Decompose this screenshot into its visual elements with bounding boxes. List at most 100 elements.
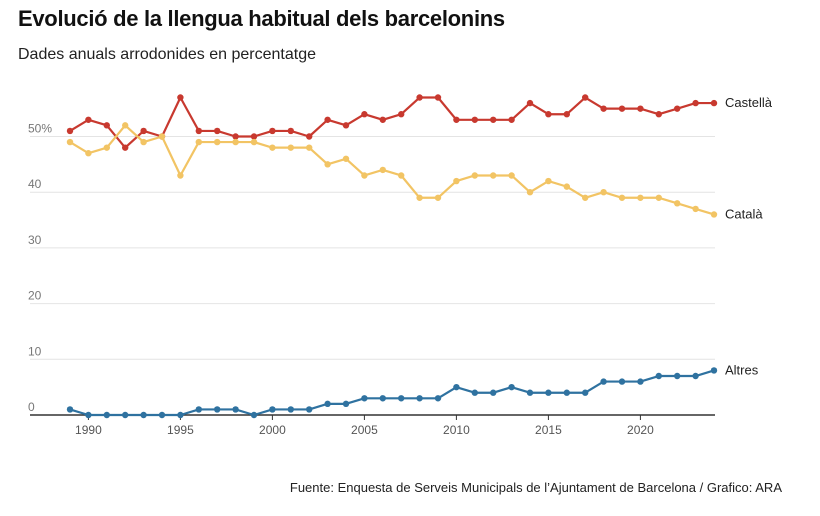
data-point: [526, 389, 534, 396]
data-point: [379, 395, 386, 402]
data-point: [508, 172, 515, 179]
data-point: [563, 111, 570, 118]
data-point: [655, 194, 662, 201]
data-point: [250, 133, 258, 140]
data-point: [361, 395, 368, 402]
data-point: [490, 116, 497, 123]
data-point: [416, 395, 423, 402]
data-point: [122, 411, 129, 419]
data-point: [582, 94, 589, 101]
data-point: [122, 122, 129, 129]
data-point: [674, 105, 681, 112]
data-point: [85, 411, 92, 419]
data-point: [324, 116, 331, 123]
data-point: [214, 138, 221, 146]
data-point: [526, 189, 534, 196]
data-point: [471, 172, 478, 179]
series-label: Altres: [725, 362, 759, 377]
y-tick-label: 20: [28, 289, 42, 303]
data-point: [250, 411, 258, 419]
data-point: [600, 378, 607, 385]
data-point: [214, 127, 221, 135]
data-point: [545, 389, 552, 396]
data-point: [710, 211, 718, 218]
data-point: [103, 122, 111, 129]
data-point: [453, 383, 460, 391]
data-point: [490, 172, 497, 179]
data-point: [692, 99, 699, 107]
data-point: [471, 389, 478, 396]
data-point: [655, 111, 662, 118]
series-label: Català: [725, 206, 763, 221]
y-tick-label: 40: [28, 177, 42, 191]
data-point: [471, 116, 478, 123]
data-point: [195, 127, 202, 135]
data-point: [545, 177, 552, 185]
data-point: [122, 144, 129, 151]
data-point: [177, 94, 184, 101]
x-tick-label: 2010: [443, 423, 470, 437]
data-point: [287, 406, 294, 413]
data-point: [177, 172, 184, 179]
data-point: [434, 94, 442, 101]
chart-title: Evolució de la llengua habitual dels bar…: [18, 6, 505, 31]
data-point: [66, 406, 74, 413]
data-point: [582, 194, 589, 201]
data-point: [158, 411, 166, 419]
data-point: [637, 105, 644, 112]
data-point: [269, 127, 276, 135]
data-point: [140, 127, 147, 135]
data-point: [158, 133, 166, 140]
data-point: [287, 127, 294, 135]
data-point: [618, 378, 626, 385]
x-tick-label: 2020: [627, 423, 654, 437]
data-point: [214, 406, 221, 413]
source-note: Fuente: Enquesta de Serveis Municipals d…: [289, 480, 782, 495]
data-point: [582, 389, 589, 396]
x-tick-label: 2000: [259, 423, 286, 437]
y-tick-label: 50%: [28, 122, 52, 136]
data-point: [140, 138, 147, 146]
data-point: [195, 138, 202, 146]
data-point: [508, 116, 515, 123]
data-point: [618, 194, 626, 201]
data-point: [710, 367, 718, 374]
data-point: [398, 111, 405, 118]
data-point: [324, 400, 331, 408]
data-point: [103, 144, 111, 151]
data-point: [66, 127, 74, 135]
data-point: [398, 395, 405, 402]
data-point: [306, 144, 313, 151]
y-tick-label: 0: [28, 400, 35, 414]
chart-subtitle: Dades anuals arrodonides en percentatge: [18, 46, 316, 63]
data-point: [232, 406, 239, 413]
series-label: Castellà: [725, 95, 773, 110]
data-point: [361, 111, 368, 118]
data-point: [342, 400, 350, 408]
x-tick-label: 2005: [351, 423, 378, 437]
data-point: [674, 372, 681, 380]
data-point: [85, 116, 92, 123]
data-point: [398, 172, 405, 179]
series-line-Castellà: [69, 96, 714, 149]
data-point: [85, 150, 92, 157]
x-tick-label: 1995: [167, 423, 194, 437]
y-tick-label: 30: [28, 233, 42, 247]
data-point: [490, 389, 497, 396]
data-point: [379, 116, 386, 123]
data-point: [692, 205, 699, 213]
y-tick-label: 10: [28, 344, 42, 358]
data-point: [434, 194, 442, 201]
data-point: [655, 372, 662, 380]
data-point: [232, 138, 239, 146]
data-point: [563, 183, 570, 190]
data-point: [637, 378, 644, 385]
data-point: [600, 105, 607, 112]
data-point: [637, 194, 644, 201]
x-tick-label: 1990: [75, 423, 102, 437]
data-point: [66, 138, 74, 146]
x-tick-label: 2015: [535, 423, 562, 437]
data-point: [379, 166, 386, 174]
